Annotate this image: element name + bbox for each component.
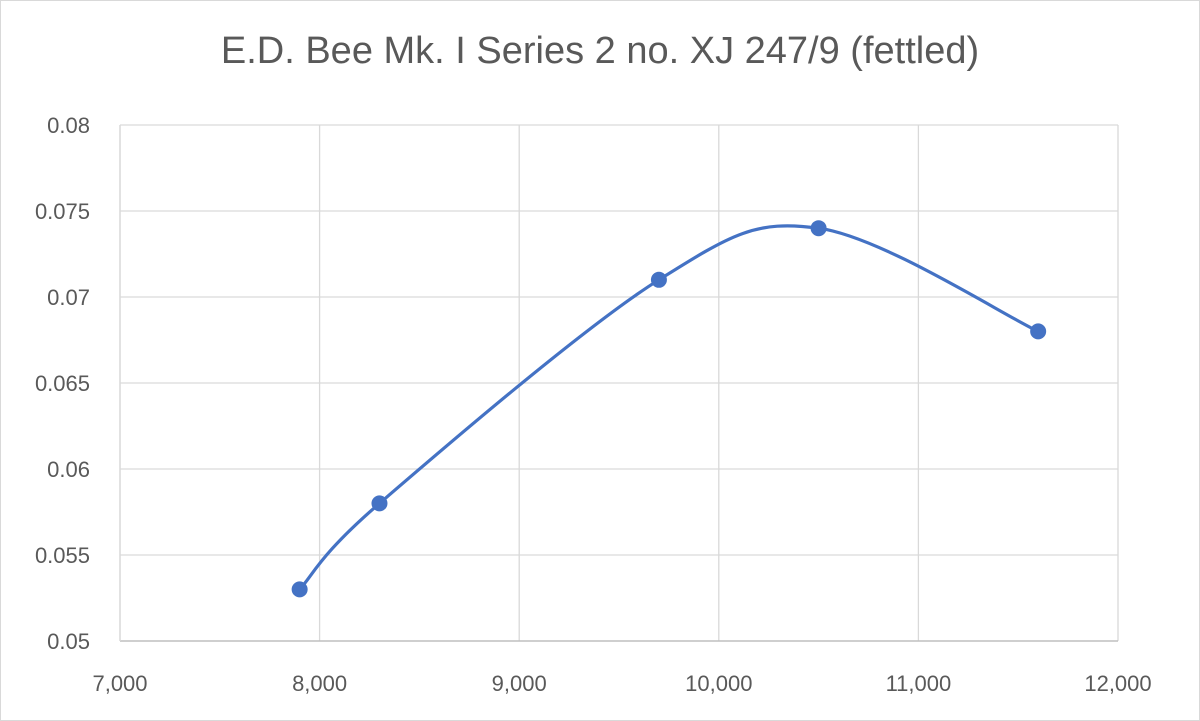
x-tick-label: 11,000 — [886, 671, 952, 696]
y-axis-tick-labels: 0.05 0.055 0.06 0.065 0.07 0.075 0.08 — [35, 113, 90, 654]
x-axis-tick-labels: 7,000 8,000 9,000 10,000 11,000 12,000 — [92, 671, 1151, 696]
gridlines — [120, 124, 1119, 641]
y-tick-label: 0.06 — [47, 457, 90, 482]
x-tick-label: 10,000 — [685, 671, 752, 696]
data-point — [810, 220, 827, 237]
data-point — [1030, 323, 1047, 340]
series-line — [298, 224, 1040, 591]
y-tick-label: 0.08 — [47, 113, 90, 138]
y-tick-label: 0.07 — [47, 285, 90, 310]
y-tick-label: 0.05 — [47, 629, 90, 654]
data-point — [371, 495, 388, 512]
y-tick-label: 0.055 — [35, 543, 90, 568]
x-tick-label: 8,000 — [292, 671, 347, 696]
x-tick-label: 12,000 — [1084, 671, 1151, 696]
chart-title: E.D. Bee Mk. I Series 2 no. XJ 247/9 (fe… — [220, 30, 980, 72]
axes — [119, 125, 1118, 642]
y-tick-label: 0.075 — [35, 199, 90, 224]
y-tick-label: 0.065 — [35, 371, 90, 396]
x-tick-label: 9,000 — [492, 671, 547, 696]
data-points — [291, 220, 1047, 598]
data-point — [291, 581, 308, 598]
series-line-layer — [298, 224, 1040, 591]
x-tick-label: 7,000 — [92, 671, 147, 696]
data-point — [650, 271, 667, 288]
